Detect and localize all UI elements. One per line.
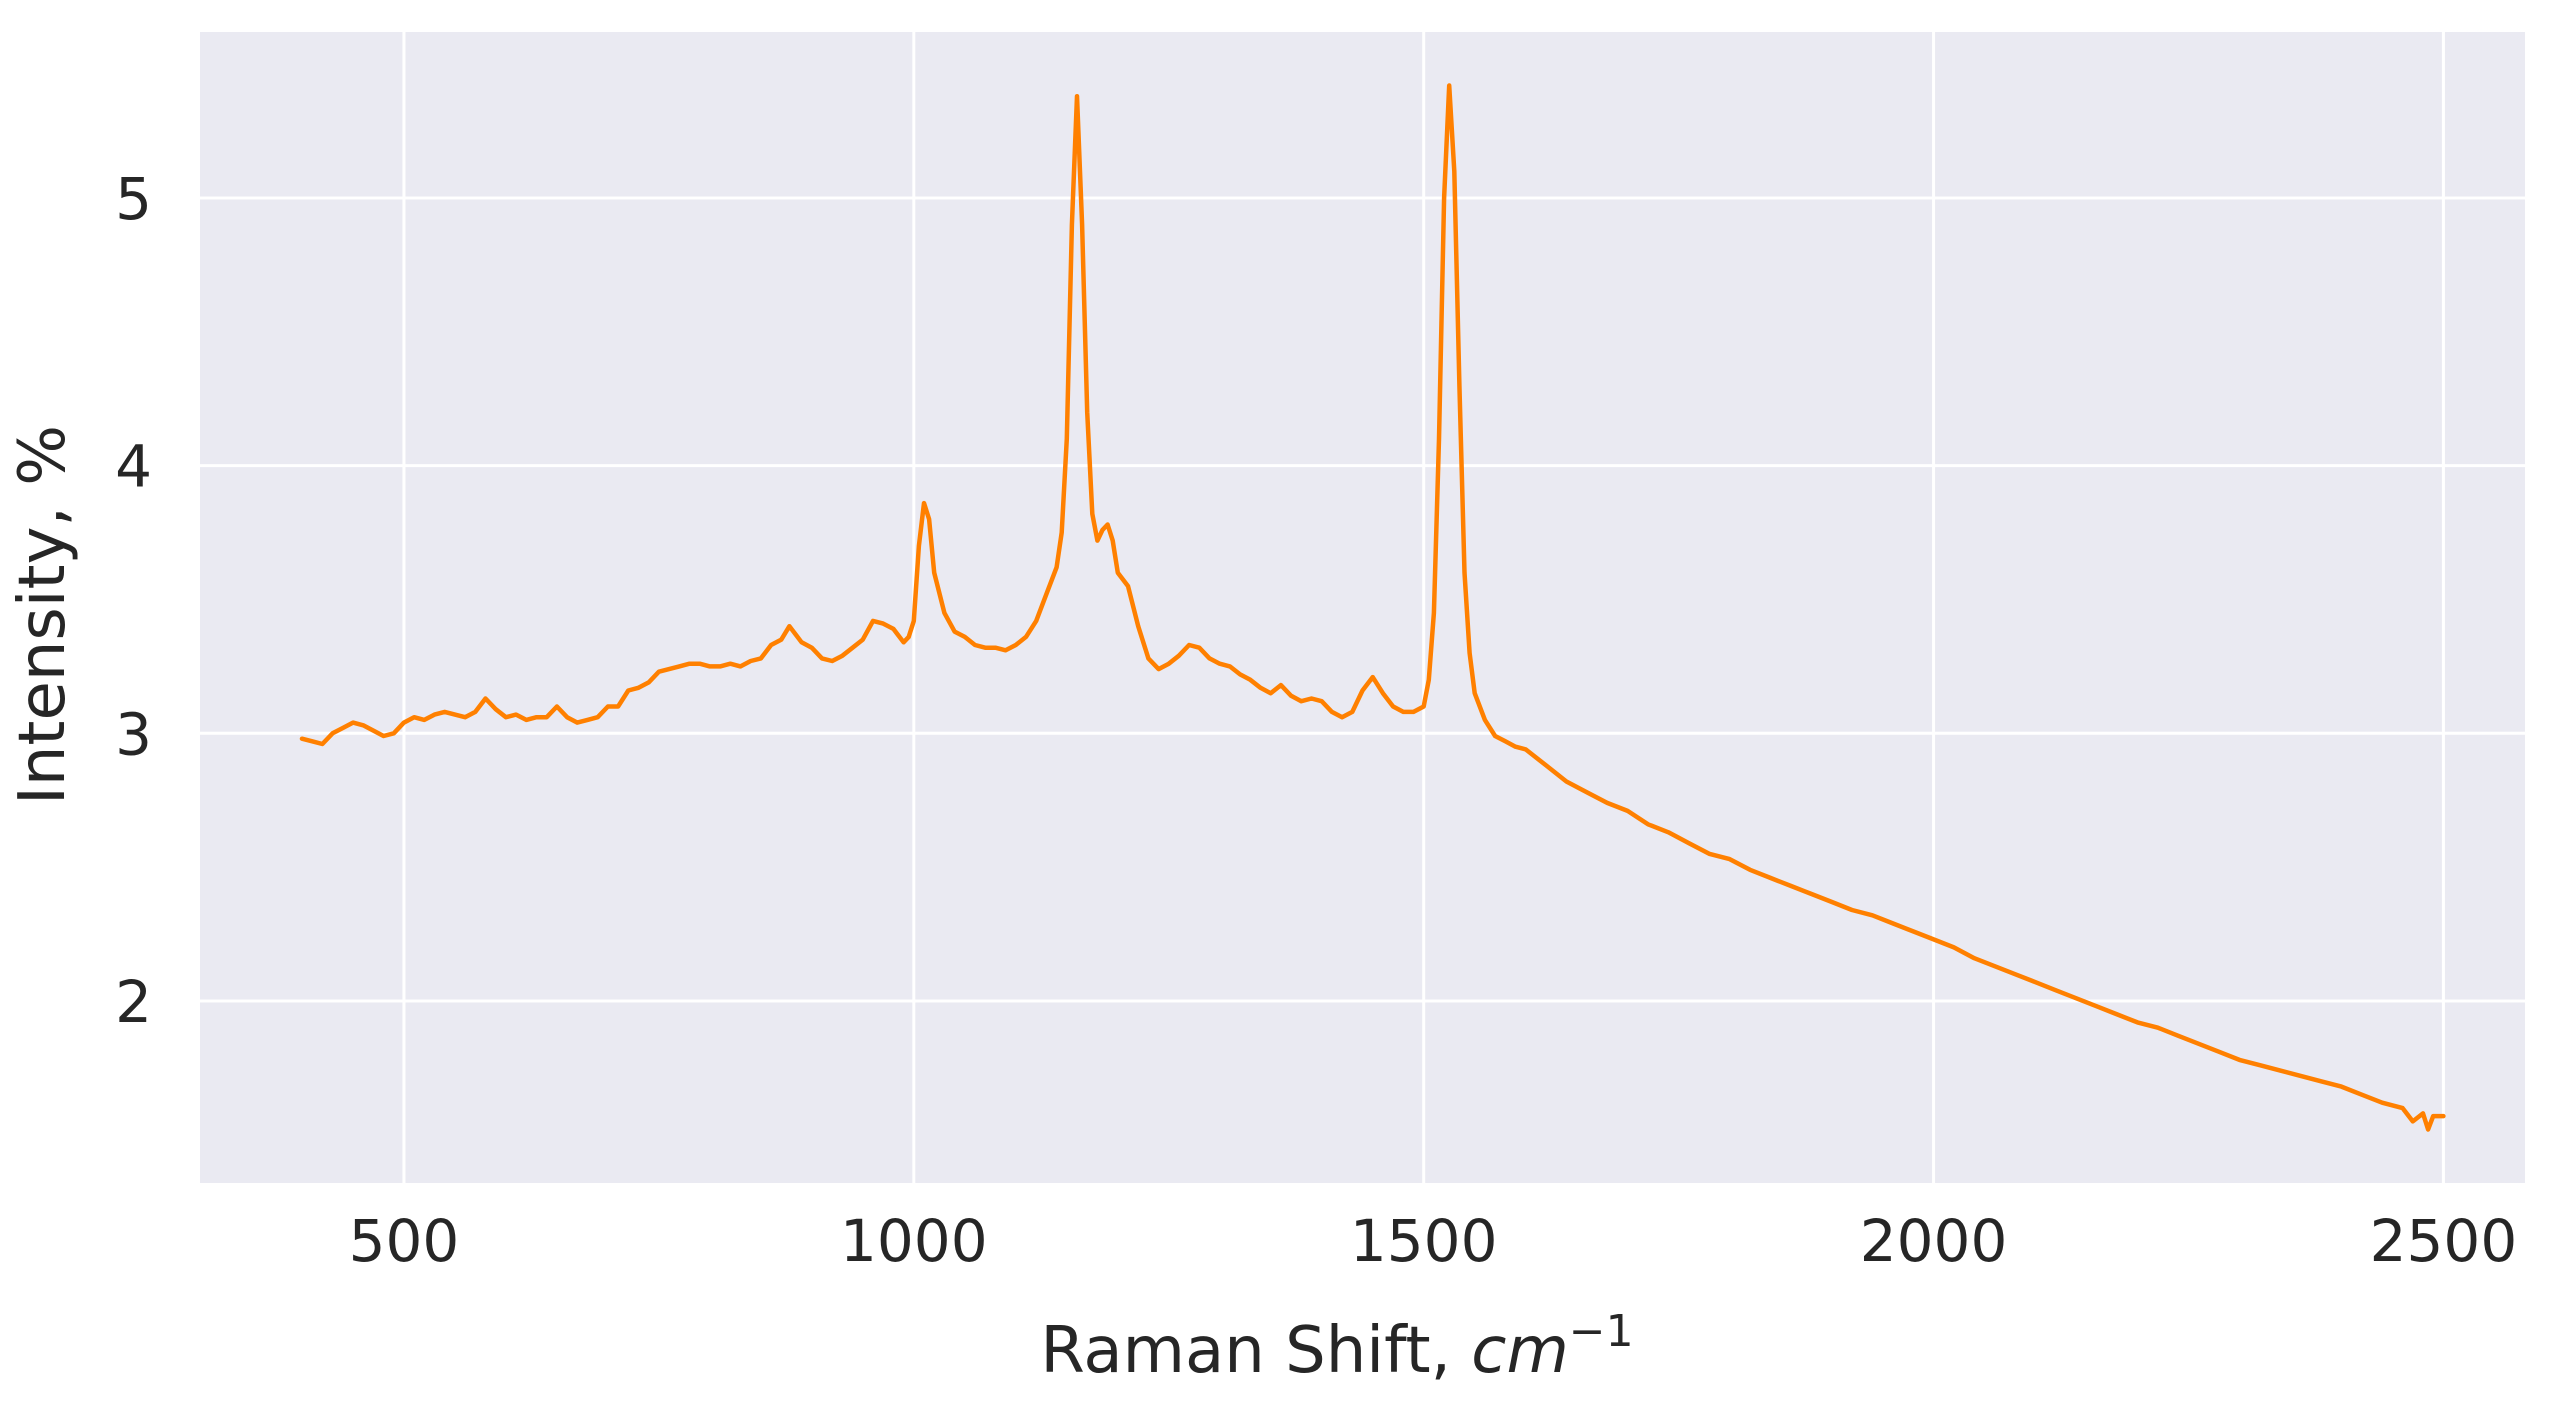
y-tick-label: 3 bbox=[115, 700, 152, 768]
x-tick-label: 1000 bbox=[840, 1207, 988, 1275]
y-tick-label: 5 bbox=[115, 165, 152, 233]
x-tick-label: 2000 bbox=[1860, 1207, 2008, 1275]
x-axis-title: Raman Shift, cm−1 bbox=[1040, 1306, 1633, 1388]
y-axis-title: Intensity, % bbox=[6, 425, 80, 805]
series-line bbox=[299, 83, 2446, 1132]
y-tick-label: 4 bbox=[115, 433, 152, 501]
plot-area bbox=[200, 32, 2525, 1183]
y-tick-label: 2 bbox=[115, 968, 152, 1036]
x-axis-title-base: Raman Shift, bbox=[1040, 1314, 1471, 1388]
x-tick-label: 1500 bbox=[1350, 1207, 1498, 1275]
x-axis-title-exponent: −1 bbox=[1569, 1306, 1634, 1357]
x-axis-title-unit: cm bbox=[1471, 1314, 1569, 1388]
grid-lines bbox=[200, 32, 2525, 1183]
series-layer bbox=[299, 83, 2446, 1132]
x-tick-label: 500 bbox=[349, 1207, 460, 1275]
tick-labels: 500 1000 1500 2000 2500 2 3 4 5 bbox=[115, 165, 2517, 1275]
x-tick-label: 2500 bbox=[2370, 1207, 2518, 1275]
